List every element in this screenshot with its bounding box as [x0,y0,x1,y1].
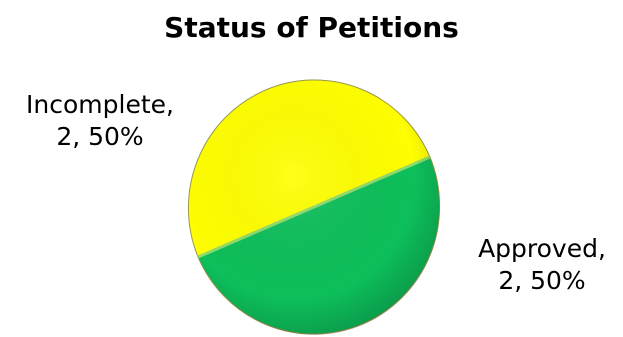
data-label-incomplete-value: 2, 50% [56,122,144,151]
data-label-approved-value: 2, 50% [498,266,586,295]
data-label-incomplete-name: Incomplete, [26,90,174,119]
data-label-approved: Approved, 2, 50% [462,233,622,297]
data-label-approved-name: Approved, [478,234,606,263]
data-label-incomplete: Incomplete, 2, 50% [10,89,190,153]
pie-shading [188,79,440,335]
chart-title: Status of Petitions [164,11,459,44]
